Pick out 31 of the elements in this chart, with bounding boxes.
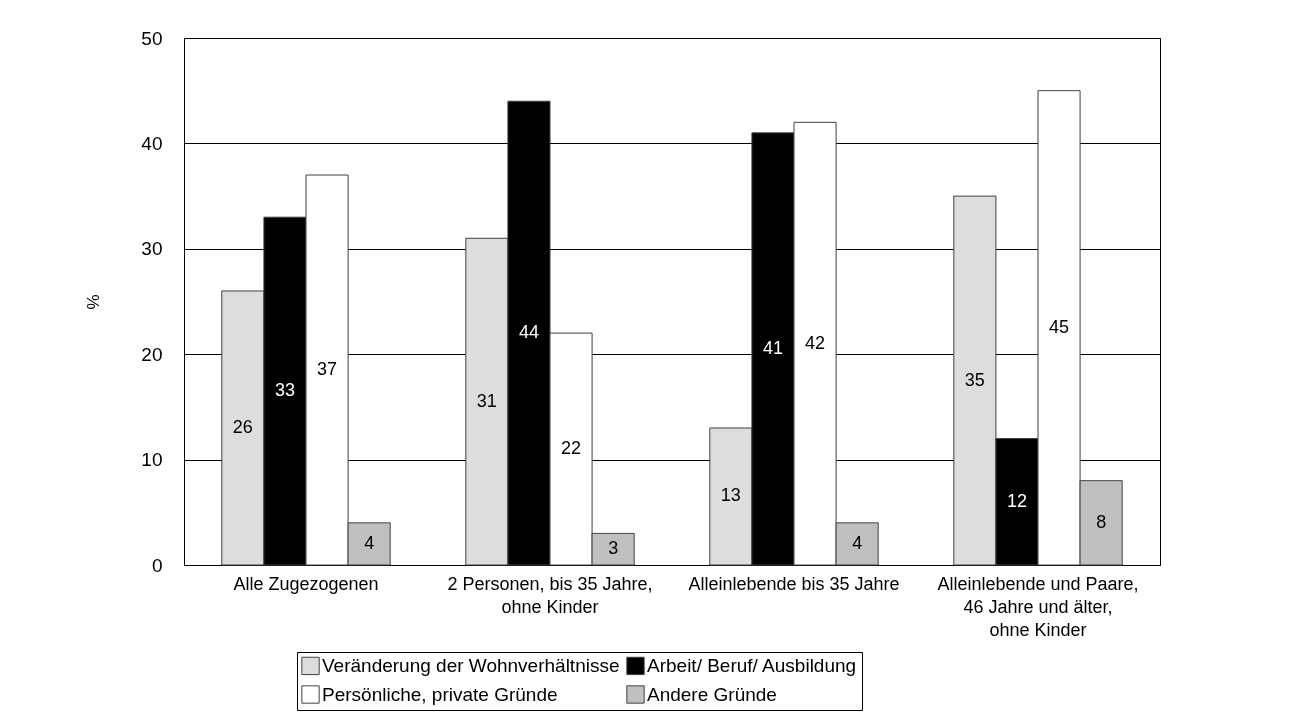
y-tick-label: 20 [141,343,163,365]
data-label: 8 [1096,511,1107,532]
data-label: 35 [964,369,985,390]
y-tick-label: 50 [141,27,163,49]
data-label: 22 [561,438,582,459]
x-tick-label: Alleinlebende bis 35 Jahre [688,573,900,594]
data-label: 4 [852,532,863,553]
x-tick-label: Alleinlebende und Paare, 46 Jahre und älter, ohne Kinder [937,573,1139,640]
x-tick-label: 2 Personen, bis 35 Jahre, ohne Kinder [447,573,653,617]
data-label: 26 [232,416,253,437]
data-label: 12 [1006,490,1027,511]
data-label: 44 [518,322,539,343]
data-label: 41 [762,337,783,358]
data-label: 42 [805,332,826,353]
y-tick-label: 30 [141,238,163,260]
data-label: 37 [317,359,338,380]
legend-label: Andere Gründe [647,683,777,705]
data-label: 3 [608,538,619,559]
y-axis-title: % [84,294,104,310]
y-tick-label: 10 [141,449,163,471]
legend-label: Veränderung der Wohnverhältnisse [322,654,620,676]
data-label: 4 [364,532,375,553]
x-tick-label: Alle Zugezogenen [233,573,379,594]
y-tick-label: 40 [141,132,163,154]
data-label: 45 [1049,316,1070,337]
data-label: 33 [274,380,295,401]
legend-label: Persönliche, private Gründe [322,683,558,705]
data-label: 13 [720,485,741,506]
y-tick-label: 0 [151,554,163,576]
data-label: 31 [476,390,497,411]
legend-label: Arbeit/ Beruf/ Ausbildung [647,654,857,676]
